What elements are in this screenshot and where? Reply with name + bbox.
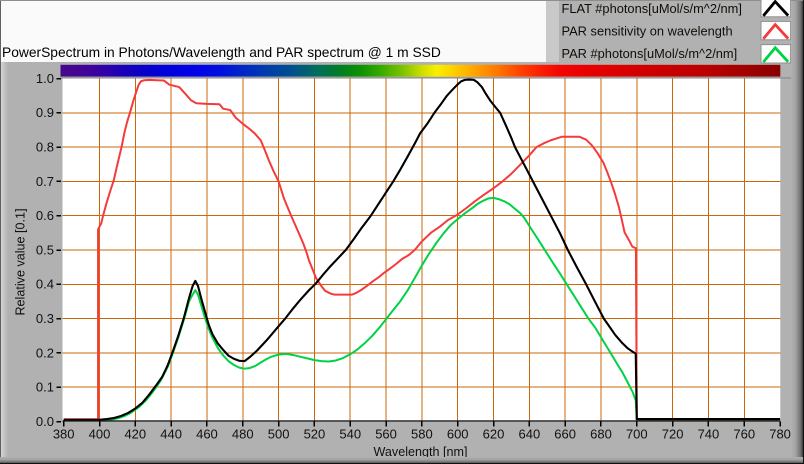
svg-text:660: 660 <box>554 427 576 442</box>
svg-text:600: 600 <box>447 427 469 442</box>
svg-text:PAR #photons[uMol/s/m^2/nm]: PAR #photons[uMol/s/m^2/nm] <box>562 46 738 61</box>
svg-text:0.6: 0.6 <box>36 208 54 223</box>
svg-text:620: 620 <box>483 427 505 442</box>
svg-text:0.2: 0.2 <box>36 345 54 360</box>
svg-text:700: 700 <box>626 427 648 442</box>
svg-text:1.0: 1.0 <box>36 71 54 86</box>
svg-text:0.4: 0.4 <box>36 277 54 292</box>
svg-text:Relative value [0.1]: Relative value [0.1] <box>14 208 28 315</box>
svg-text:460: 460 <box>196 427 218 442</box>
svg-text:420: 420 <box>124 427 146 442</box>
svg-text:0.9: 0.9 <box>36 105 54 120</box>
svg-text:PowerSpectrum in Photons/Wavel: PowerSpectrum in Photons/Wavelength and … <box>2 45 441 60</box>
svg-text:380: 380 <box>53 427 75 442</box>
svg-text:500: 500 <box>268 427 290 442</box>
svg-text:640: 640 <box>518 427 540 442</box>
svg-text:PAR sensitivity on wavelength: PAR sensitivity on wavelength <box>562 24 733 39</box>
svg-text:580: 580 <box>411 427 433 442</box>
svg-text:760: 760 <box>733 427 755 442</box>
svg-text:0.0: 0.0 <box>36 414 54 429</box>
svg-text:740: 740 <box>698 427 720 442</box>
svg-text:0.8: 0.8 <box>36 140 54 155</box>
svg-text:720: 720 <box>662 427 684 442</box>
svg-text:Wavelength [nm]: Wavelength [nm] <box>373 445 467 459</box>
svg-text:520: 520 <box>304 427 326 442</box>
svg-text:0.5: 0.5 <box>36 242 54 257</box>
svg-text:0.7: 0.7 <box>36 174 54 189</box>
svg-text:0.1: 0.1 <box>36 380 54 395</box>
svg-text:440: 440 <box>160 427 182 442</box>
svg-text:400: 400 <box>89 427 111 442</box>
svg-text:540: 540 <box>339 427 361 442</box>
svg-text:FLAT #photons[uMol/s/m^2/nm]: FLAT #photons[uMol/s/m^2/nm] <box>562 1 742 16</box>
svg-text:480: 480 <box>232 427 254 442</box>
svg-text:780: 780 <box>769 427 791 442</box>
svg-text:560: 560 <box>375 427 397 442</box>
svg-text:0.3: 0.3 <box>36 311 54 326</box>
svg-text:680: 680 <box>590 427 612 442</box>
